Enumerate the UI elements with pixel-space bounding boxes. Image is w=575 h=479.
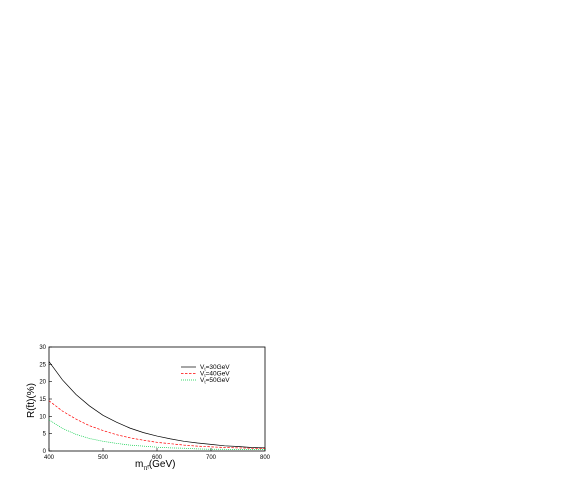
y-tick-label: 5 xyxy=(43,432,47,438)
x-axis-title-sub: π̃ᵗ xyxy=(143,465,150,472)
y-tick-label: 30 xyxy=(39,345,46,351)
y-tick-label: 20 xyxy=(39,380,46,386)
x-tick-label: 500 xyxy=(98,455,109,461)
y-tick-label: 25 xyxy=(39,362,46,368)
series-layer xyxy=(48,361,266,450)
y-axis-title: R(t̄t)(%) xyxy=(25,383,37,418)
legend-label-2: Vt=40GeV xyxy=(200,371,230,379)
y-tick-label: 15 xyxy=(39,397,46,403)
x-tick-label: 800 xyxy=(260,455,271,461)
x-tick-label: 600 xyxy=(152,455,163,461)
legend-label-1: Vt=30GeV xyxy=(200,364,230,372)
x-axis-title: mπ̃ᵗ(GeV) xyxy=(135,459,175,472)
legend-label-3: Vt=50GeV xyxy=(200,377,230,385)
y-tick-label: 0 xyxy=(43,449,47,455)
series-line-1 xyxy=(48,361,266,449)
series-line-2 xyxy=(48,400,266,449)
x-axis-title-main: m xyxy=(135,459,143,470)
x-axis-title-unit: (GeV) xyxy=(149,459,176,470)
x-axis-ticks: 400 500 600 700 800 xyxy=(44,448,271,461)
series-line-3 xyxy=(48,419,265,450)
y-tick-label: 10 xyxy=(39,414,46,420)
y-axis-ticks: 0 5 10 15 20 25 30 xyxy=(39,345,52,455)
x-tick-label: 400 xyxy=(44,455,55,461)
x-tick-label: 700 xyxy=(206,455,217,461)
